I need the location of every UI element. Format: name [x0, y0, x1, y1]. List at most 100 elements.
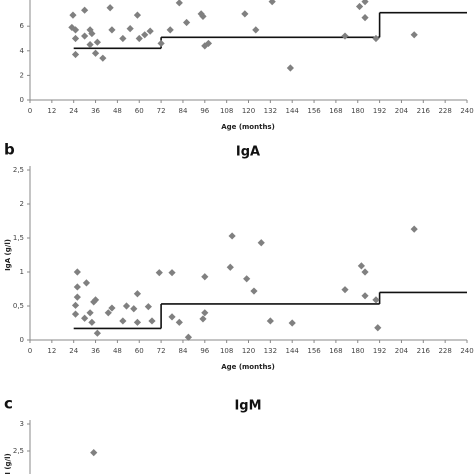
data-point	[410, 31, 418, 39]
data-point	[155, 269, 163, 277]
x-tick-label: 180	[351, 107, 364, 115]
x-tick-label: 240	[460, 107, 473, 115]
x-tick-label: 120	[242, 347, 255, 355]
data-point	[243, 275, 251, 283]
data-point	[133, 11, 142, 19]
data-point	[199, 12, 207, 20]
x-tick-label: 84	[178, 107, 187, 115]
data-point	[166, 26, 174, 34]
x-tick-label: 24	[69, 347, 78, 355]
x-tick-label: 132	[264, 347, 277, 355]
x-tick-label: 156	[307, 347, 321, 355]
y-tick-label: 0	[20, 336, 24, 344]
data-point	[81, 314, 89, 322]
x-tick-label: 216	[417, 347, 431, 355]
data-point	[91, 49, 100, 57]
x-tick-label: 192	[373, 107, 386, 115]
data-point	[73, 268, 81, 276]
data-point	[204, 39, 213, 48]
x-tick-label: 144	[286, 347, 300, 355]
data-point	[201, 309, 209, 317]
y-tick-label: 4	[20, 47, 25, 55]
y-tick-label: 6	[20, 22, 25, 30]
data-point	[88, 318, 96, 326]
x-tick-label: 60	[135, 107, 144, 115]
data-point	[157, 39, 165, 48]
y-axis-label: IgA (g/l)	[4, 239, 12, 271]
x-tick-label: 36	[91, 347, 100, 355]
data-point	[71, 310, 80, 318]
x-tick-label: 0	[28, 107, 32, 115]
y-tick-label: 1,5	[13, 234, 24, 242]
data-point	[361, 292, 369, 300]
y-axis-label: IgM (g/l)	[4, 453, 12, 474]
data-point	[175, 318, 183, 326]
x-axis-label: Age (months)	[221, 123, 275, 131]
x-tick-label: 72	[157, 347, 166, 355]
x-tick-label: 24	[69, 107, 78, 115]
x-tick-label: 96	[200, 107, 209, 115]
x-tick-label: 240	[460, 347, 473, 355]
data-point	[355, 2, 364, 11]
x-tick-label: 216	[417, 107, 431, 115]
y-tick-label: 2	[20, 200, 24, 208]
x-tick-label: 132	[264, 107, 277, 115]
data-point	[268, 0, 276, 6]
data-point	[133, 318, 142, 326]
data-point	[250, 287, 258, 295]
x-tick-label: 84	[178, 347, 187, 355]
data-point	[133, 290, 142, 298]
data-point	[99, 54, 107, 62]
data-point	[144, 303, 152, 311]
x-tick-label: 36	[91, 107, 100, 115]
x-tick-label: 192	[373, 347, 386, 355]
data-point	[93, 329, 101, 337]
data-point	[68, 23, 76, 32]
data-point	[146, 27, 154, 35]
y-tick-label: 0	[20, 96, 24, 104]
data-point	[86, 41, 94, 49]
y-tick-label: 2	[20, 71, 24, 79]
data-point	[361, 13, 369, 22]
data-point	[73, 293, 81, 301]
data-point	[168, 313, 176, 321]
data-point	[93, 38, 101, 46]
data-point	[122, 302, 131, 310]
data-point	[88, 29, 96, 38]
y-tick-label: 2,5	[13, 447, 24, 455]
data-point	[71, 26, 80, 34]
x-tick-label: 96	[200, 347, 209, 355]
x-tick-label: 108	[220, 107, 233, 115]
x-tick-label: 204	[395, 107, 409, 115]
data-point	[71, 50, 80, 59]
x-tick-label: 48	[113, 347, 122, 355]
x-tick-label: 108	[220, 347, 233, 355]
data-point	[175, 0, 183, 7]
data-point	[82, 279, 91, 287]
panel-label: b	[4, 141, 15, 159]
data-point	[374, 324, 382, 332]
data-point	[71, 34, 80, 43]
data-point	[168, 269, 176, 277]
data-point	[81, 32, 89, 40]
data-point	[71, 301, 80, 309]
data-point	[410, 225, 418, 233]
x-tick-label: 180	[351, 347, 364, 355]
x-tick-label: 168	[329, 107, 342, 115]
data-point	[135, 34, 143, 43]
data-point	[357, 262, 365, 270]
data-point	[119, 317, 127, 325]
data-point	[141, 31, 149, 39]
data-point	[257, 239, 265, 247]
data-point	[241, 10, 249, 18]
data-point	[361, 0, 369, 6]
data-point	[86, 309, 94, 317]
data-point	[73, 283, 81, 291]
x-tick-label: 168	[329, 347, 342, 355]
y-tick-label: 3	[20, 420, 24, 428]
data-point	[288, 319, 296, 327]
data-point	[119, 34, 127, 43]
x-tick-label: 228	[438, 107, 451, 115]
data-point	[126, 25, 134, 33]
